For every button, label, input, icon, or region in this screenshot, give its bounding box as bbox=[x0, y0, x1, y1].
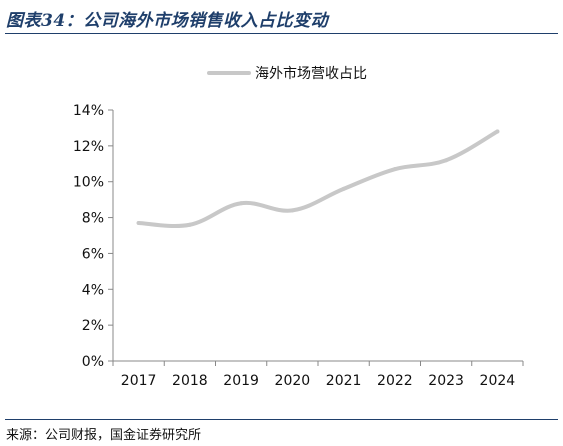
y-tick-label: 12% bbox=[73, 139, 104, 155]
x-tick-label: 2024 bbox=[480, 373, 516, 389]
legend-label: 海外市场营收占比 bbox=[255, 65, 367, 82]
data-point-2017 bbox=[136, 220, 141, 225]
x-tick-label: 2018 bbox=[172, 373, 208, 389]
y-tick-label: 14% bbox=[73, 103, 104, 119]
x-tick-label: 2023 bbox=[428, 373, 464, 389]
x-tick-label: 2020 bbox=[275, 373, 311, 389]
y-tick-label: 0% bbox=[82, 354, 104, 370]
x-tick-label: 2019 bbox=[223, 373, 259, 389]
y-axis: 0% 2% 4% 6% 8% 10% 12% 14% bbox=[73, 103, 114, 370]
y-tick-label: 4% bbox=[82, 282, 104, 298]
title-divider bbox=[5, 33, 558, 34]
y-tick-label: 6% bbox=[82, 246, 104, 262]
source-divider bbox=[5, 419, 558, 420]
x-tick-label: 2022 bbox=[377, 373, 413, 389]
series-group bbox=[136, 129, 500, 229]
figure-title: 图表34：公司海外市场销售收入占比变动 bbox=[6, 11, 329, 31]
series-line bbox=[136, 129, 500, 229]
y-tick-label: 10% bbox=[73, 175, 104, 191]
legend: 海外市场营收占比 bbox=[207, 65, 367, 82]
data-point-2020 bbox=[290, 208, 295, 213]
x-tick-label: 2021 bbox=[326, 373, 362, 389]
y-tick-label: 2% bbox=[82, 318, 104, 334]
y-tick-label: 8% bbox=[82, 211, 104, 227]
x-axis: 2017 2018 2019 2020 2021 2022 2023 2024 bbox=[112, 360, 524, 389]
data-point-2019 bbox=[239, 201, 244, 206]
x-tick-label: 2017 bbox=[121, 373, 157, 389]
data-point-2022 bbox=[392, 167, 397, 172]
data-point-2018 bbox=[187, 222, 192, 227]
source-note: 来源：公司财报，国金证券研究所 bbox=[6, 428, 202, 443]
data-point-2024 bbox=[495, 129, 500, 134]
data-point-2021 bbox=[341, 186, 346, 191]
data-point-2023 bbox=[444, 158, 449, 163]
